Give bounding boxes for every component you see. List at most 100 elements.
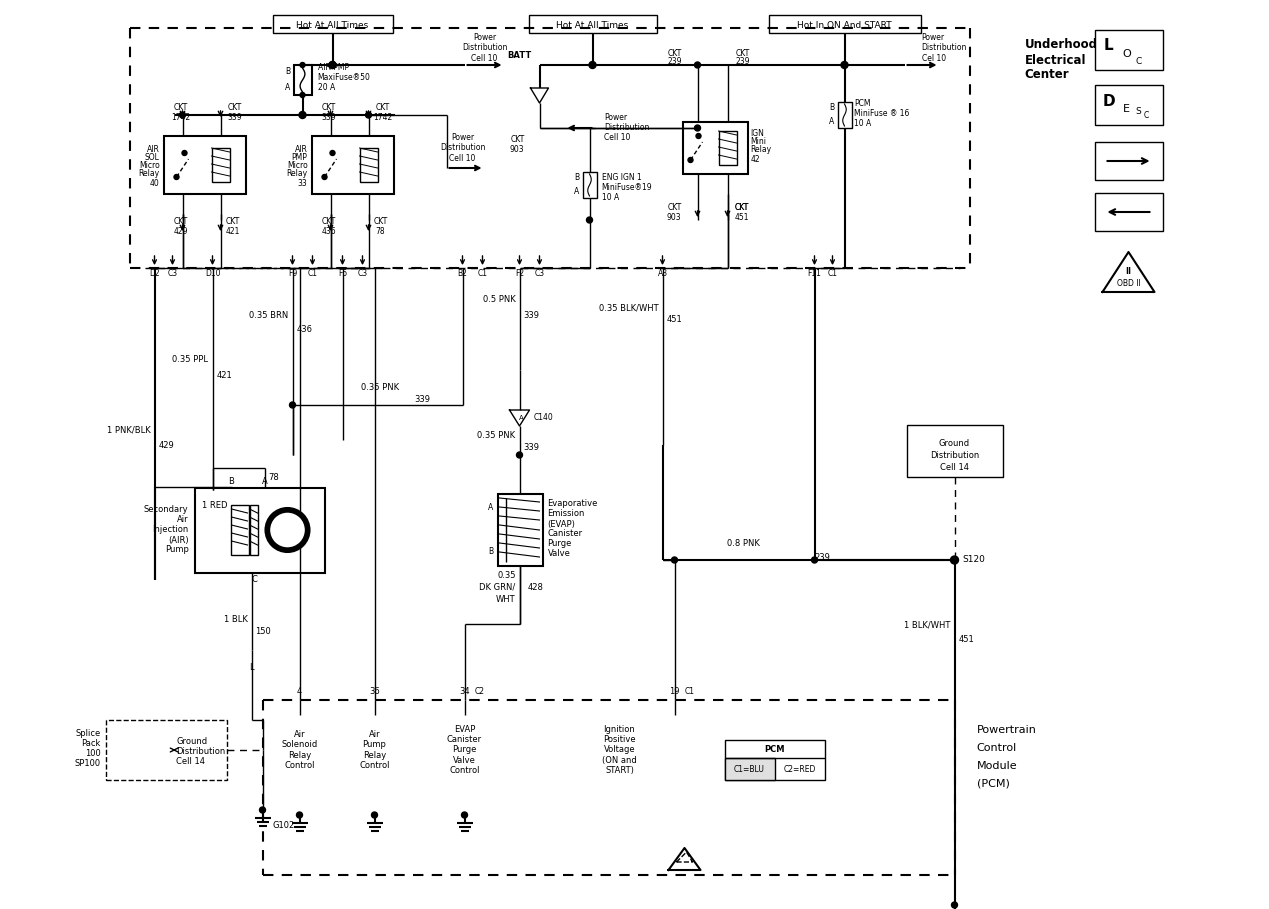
Text: 339: 339 bbox=[524, 311, 539, 319]
Circle shape bbox=[299, 93, 305, 97]
Text: M: M bbox=[283, 525, 292, 535]
Circle shape bbox=[462, 812, 467, 818]
Text: D10: D10 bbox=[204, 268, 221, 277]
Text: B2: B2 bbox=[458, 268, 467, 277]
Text: 339: 339 bbox=[524, 443, 539, 452]
Text: CKT: CKT bbox=[376, 104, 390, 113]
Text: MiniFuse ® 16: MiniFuse ® 16 bbox=[854, 109, 910, 118]
Circle shape bbox=[179, 112, 185, 118]
Text: CKT: CKT bbox=[735, 204, 749, 213]
Bar bbox=[497, 494, 543, 566]
Text: Emission: Emission bbox=[547, 510, 585, 518]
Text: F9: F9 bbox=[288, 268, 297, 277]
Text: Air
Pump
Relay
Control: Air Pump Relay Control bbox=[359, 730, 390, 770]
Circle shape bbox=[174, 175, 179, 179]
Text: 239: 239 bbox=[815, 553, 830, 562]
Circle shape bbox=[671, 557, 678, 563]
Text: O: O bbox=[1122, 49, 1131, 59]
Text: B: B bbox=[575, 174, 580, 183]
Text: 339: 339 bbox=[415, 395, 430, 405]
Text: 239: 239 bbox=[735, 57, 750, 66]
Text: C3: C3 bbox=[358, 268, 368, 277]
Text: II: II bbox=[1126, 267, 1132, 276]
Text: Canister: Canister bbox=[547, 530, 582, 538]
Text: C140: C140 bbox=[533, 414, 553, 423]
Text: 0.35 BRN: 0.35 BRN bbox=[249, 311, 288, 319]
Text: Purge: Purge bbox=[547, 540, 572, 548]
Text: 42: 42 bbox=[750, 155, 760, 164]
Text: SP100: SP100 bbox=[75, 760, 100, 768]
Text: L: L bbox=[249, 664, 254, 673]
Bar bbox=[107, 720, 226, 780]
Text: 10 A: 10 A bbox=[854, 119, 872, 128]
Bar bbox=[194, 488, 325, 573]
Circle shape bbox=[811, 557, 817, 563]
Text: CKT: CKT bbox=[226, 217, 240, 226]
Text: A3: A3 bbox=[657, 268, 667, 277]
Text: C1: C1 bbox=[827, 268, 838, 277]
Text: 429: 429 bbox=[159, 441, 174, 449]
Text: CKT: CKT bbox=[174, 104, 188, 113]
Text: 0.35: 0.35 bbox=[497, 571, 515, 580]
Text: 19: 19 bbox=[669, 687, 680, 696]
Text: MaxiFuse®50: MaxiFuse®50 bbox=[317, 73, 371, 82]
Text: 33: 33 bbox=[298, 178, 307, 187]
Circle shape bbox=[259, 807, 265, 813]
Bar bbox=[1094, 193, 1162, 231]
Text: B: B bbox=[228, 476, 235, 485]
Text: Air: Air bbox=[176, 515, 189, 524]
Text: (PCM): (PCM) bbox=[977, 779, 1009, 789]
Text: Ground: Ground bbox=[939, 438, 970, 447]
Text: G102: G102 bbox=[273, 821, 294, 830]
Bar bbox=[273, 15, 392, 33]
Text: A: A bbox=[829, 116, 835, 125]
Text: 0.35 PNK: 0.35 PNK bbox=[362, 384, 400, 393]
Text: 903: 903 bbox=[667, 213, 681, 222]
Bar bbox=[718, 131, 736, 165]
Text: D2: D2 bbox=[150, 268, 160, 277]
Text: 78: 78 bbox=[269, 473, 279, 482]
Text: A: A bbox=[261, 476, 268, 485]
Text: AIR: AIR bbox=[294, 145, 307, 154]
Text: Hot In ON And START: Hot In ON And START bbox=[797, 22, 892, 31]
Text: Power
Distribution
Cell 10: Power Distribution Cell 10 bbox=[440, 133, 485, 163]
Text: 78: 78 bbox=[376, 226, 386, 235]
Circle shape bbox=[695, 134, 700, 138]
Text: A: A bbox=[519, 415, 524, 421]
Text: Cell 14: Cell 14 bbox=[940, 463, 970, 472]
Text: Module: Module bbox=[977, 761, 1018, 771]
Text: Power
Distribution
Cell 10: Power Distribution Cell 10 bbox=[462, 33, 508, 63]
Text: Micro: Micro bbox=[287, 161, 307, 169]
Text: S: S bbox=[1136, 107, 1141, 116]
Text: 40: 40 bbox=[150, 178, 160, 187]
Text: CKT: CKT bbox=[735, 204, 749, 213]
Text: Evaporative: Evaporative bbox=[547, 500, 598, 508]
Text: C1: C1 bbox=[684, 687, 694, 696]
Text: Control: Control bbox=[977, 743, 1016, 753]
Circle shape bbox=[586, 217, 593, 223]
Text: Relay: Relay bbox=[287, 168, 307, 177]
Text: 239: 239 bbox=[667, 57, 681, 66]
Circle shape bbox=[952, 902, 958, 908]
Text: CKT: CKT bbox=[227, 104, 241, 113]
Text: OBD II: OBD II bbox=[1117, 279, 1141, 288]
Text: Cell 14: Cell 14 bbox=[176, 757, 206, 766]
Text: CKT: CKT bbox=[510, 135, 524, 145]
Text: AIR PMP: AIR PMP bbox=[317, 63, 349, 72]
Text: C2: C2 bbox=[475, 687, 485, 696]
Text: C: C bbox=[1143, 111, 1150, 119]
Text: F11: F11 bbox=[807, 268, 821, 277]
Text: 100: 100 bbox=[85, 750, 100, 758]
Circle shape bbox=[289, 402, 296, 408]
Text: Distribution: Distribution bbox=[176, 747, 226, 756]
Text: WHT: WHT bbox=[496, 594, 515, 604]
Circle shape bbox=[299, 63, 305, 67]
Circle shape bbox=[694, 125, 700, 131]
Text: CKT: CKT bbox=[667, 48, 681, 57]
Text: Distribution: Distribution bbox=[604, 124, 650, 133]
Text: Cell 10: Cell 10 bbox=[604, 134, 631, 143]
Text: (EVAP): (EVAP) bbox=[547, 520, 575, 528]
Text: Powertrain: Powertrain bbox=[977, 725, 1037, 735]
Text: A: A bbox=[489, 504, 494, 513]
Text: C3: C3 bbox=[534, 268, 544, 277]
